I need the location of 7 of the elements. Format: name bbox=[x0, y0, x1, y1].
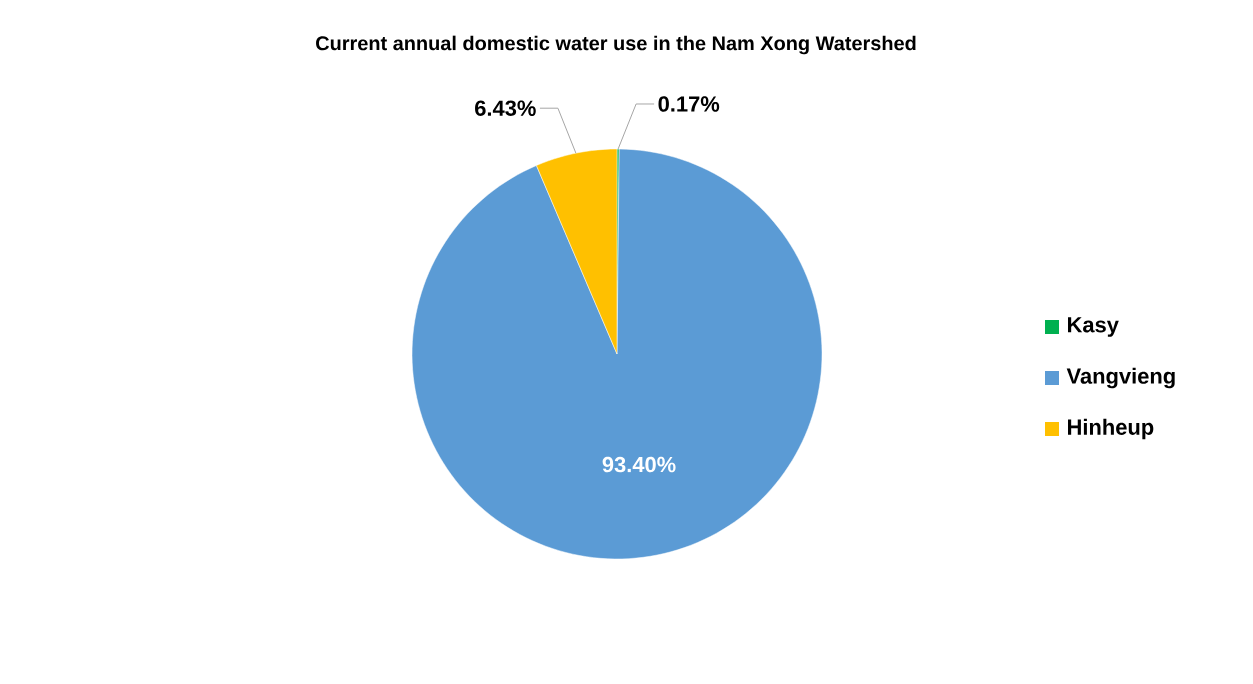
legend-label: Vangvieng bbox=[1066, 367, 1175, 389]
data-label: 0.17% bbox=[658, 96, 720, 112]
chart-title: Current annual domestic water use in the Nam Xong Watershed bbox=[316, 35, 916, 55]
legend-label: Kasy bbox=[1068, 317, 1119, 337]
data-label: 93.40% bbox=[602, 456, 676, 473]
legend-label: Hinheup bbox=[1068, 418, 1154, 440]
data-label: 6.43% bbox=[475, 100, 536, 116]
